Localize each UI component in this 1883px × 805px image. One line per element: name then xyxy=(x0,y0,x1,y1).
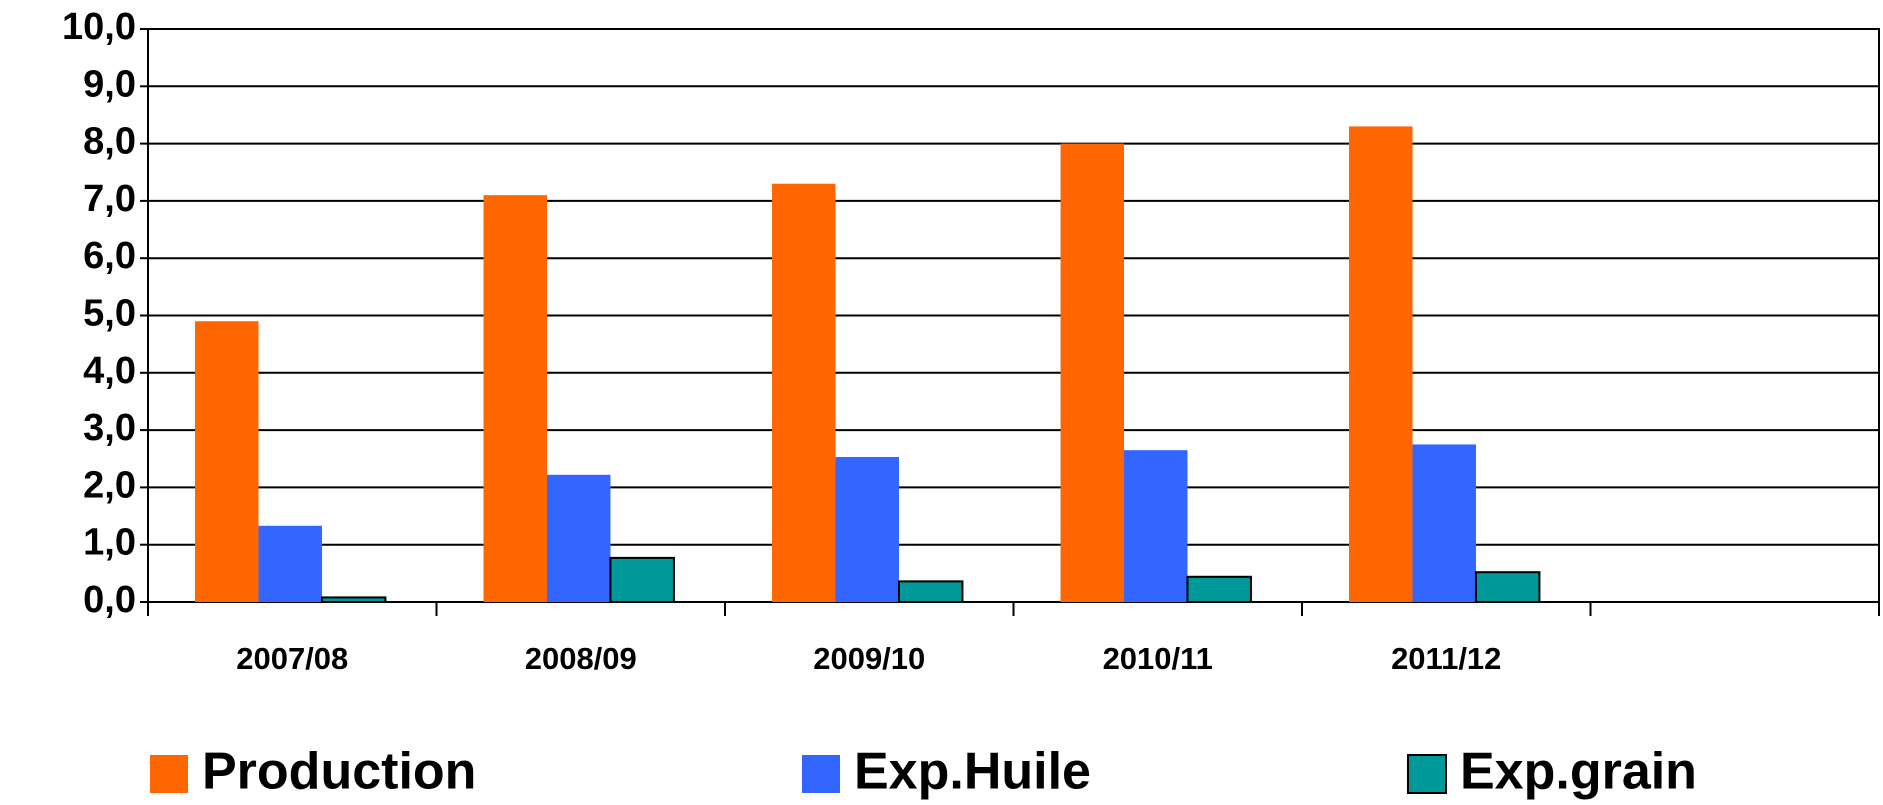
y-tick-label: 9,0 xyxy=(83,63,136,105)
bar xyxy=(835,457,899,602)
bar xyxy=(258,525,322,602)
bar xyxy=(195,321,259,602)
x-tick-label: 2007/08 xyxy=(236,641,348,676)
y-tick-label: 1,0 xyxy=(83,522,136,564)
y-tick-label: 10,0 xyxy=(62,6,136,48)
bar xyxy=(897,580,964,604)
y-tick-label: 4,0 xyxy=(83,350,136,392)
bar xyxy=(772,183,836,602)
bar xyxy=(609,556,675,604)
y-tick-label: 2,0 xyxy=(83,464,136,506)
bar xyxy=(546,474,611,602)
y-tick-label: 8,0 xyxy=(83,121,136,163)
legend-swatch xyxy=(802,755,840,793)
x-tick-label: 2009/10 xyxy=(813,641,925,676)
bar xyxy=(1349,126,1413,602)
bar xyxy=(1123,450,1188,602)
bar xyxy=(320,596,387,604)
legend-label: Production xyxy=(202,743,476,801)
bar xyxy=(483,195,547,603)
legend-swatch xyxy=(1407,754,1447,794)
x-tick-label: 2008/09 xyxy=(525,641,637,676)
y-tick-label: 7,0 xyxy=(83,178,136,220)
bar xyxy=(1186,575,1252,604)
bar xyxy=(1474,571,1541,603)
x-tick-label: 2010/11 xyxy=(1103,641,1213,676)
y-tick-label: 5,0 xyxy=(83,293,136,335)
legend-label: Exp.Huile xyxy=(854,743,1091,801)
y-tick-label: 3,0 xyxy=(83,407,136,449)
x-tick-label: 2011/12 xyxy=(1391,641,1501,676)
y-tick-label: 0,0 xyxy=(83,579,136,621)
legend-swatch xyxy=(150,755,188,793)
bar xyxy=(1060,143,1124,602)
legend-label: Exp.grain xyxy=(1460,743,1697,801)
y-tick-label: 6,0 xyxy=(83,235,136,277)
bar xyxy=(1412,444,1476,602)
